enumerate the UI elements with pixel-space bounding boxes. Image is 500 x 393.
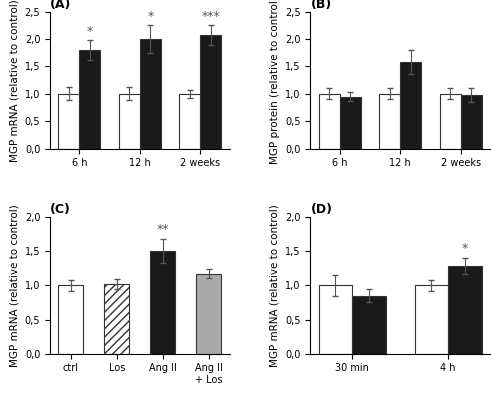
Bar <box>150 251 176 354</box>
Bar <box>140 39 161 149</box>
Bar <box>352 296 386 354</box>
Bar <box>118 94 140 149</box>
Bar <box>104 284 130 354</box>
Bar <box>448 266 482 354</box>
Text: **: ** <box>156 223 169 236</box>
Bar <box>200 35 222 149</box>
Text: (D): (D) <box>310 203 332 216</box>
Bar <box>340 97 361 149</box>
Text: *: * <box>148 10 154 23</box>
Text: (C): (C) <box>50 203 71 216</box>
Bar <box>318 285 352 354</box>
Y-axis label: MGP mRNA (relative to control): MGP mRNA (relative to control) <box>9 204 19 367</box>
Y-axis label: MGP mRNA (relative to control): MGP mRNA (relative to control) <box>270 204 280 367</box>
Bar <box>460 95 482 149</box>
Bar <box>400 62 421 149</box>
Bar <box>379 94 400 149</box>
Bar <box>80 50 100 149</box>
Bar <box>58 285 84 354</box>
Y-axis label: MGP mRNA (relative to control): MGP mRNA (relative to control) <box>9 0 19 162</box>
Bar <box>58 94 80 149</box>
Bar <box>179 94 201 149</box>
Text: *: * <box>87 25 93 38</box>
Y-axis label: MGP protein (relative to control): MGP protein (relative to control) <box>270 0 280 164</box>
Text: (A): (A) <box>50 0 72 11</box>
Bar <box>318 94 340 149</box>
Text: (B): (B) <box>310 0 332 11</box>
Text: *: * <box>462 242 468 255</box>
Bar <box>414 285 448 354</box>
Text: ***: *** <box>202 10 220 23</box>
Bar <box>440 94 460 149</box>
Bar <box>196 274 222 354</box>
